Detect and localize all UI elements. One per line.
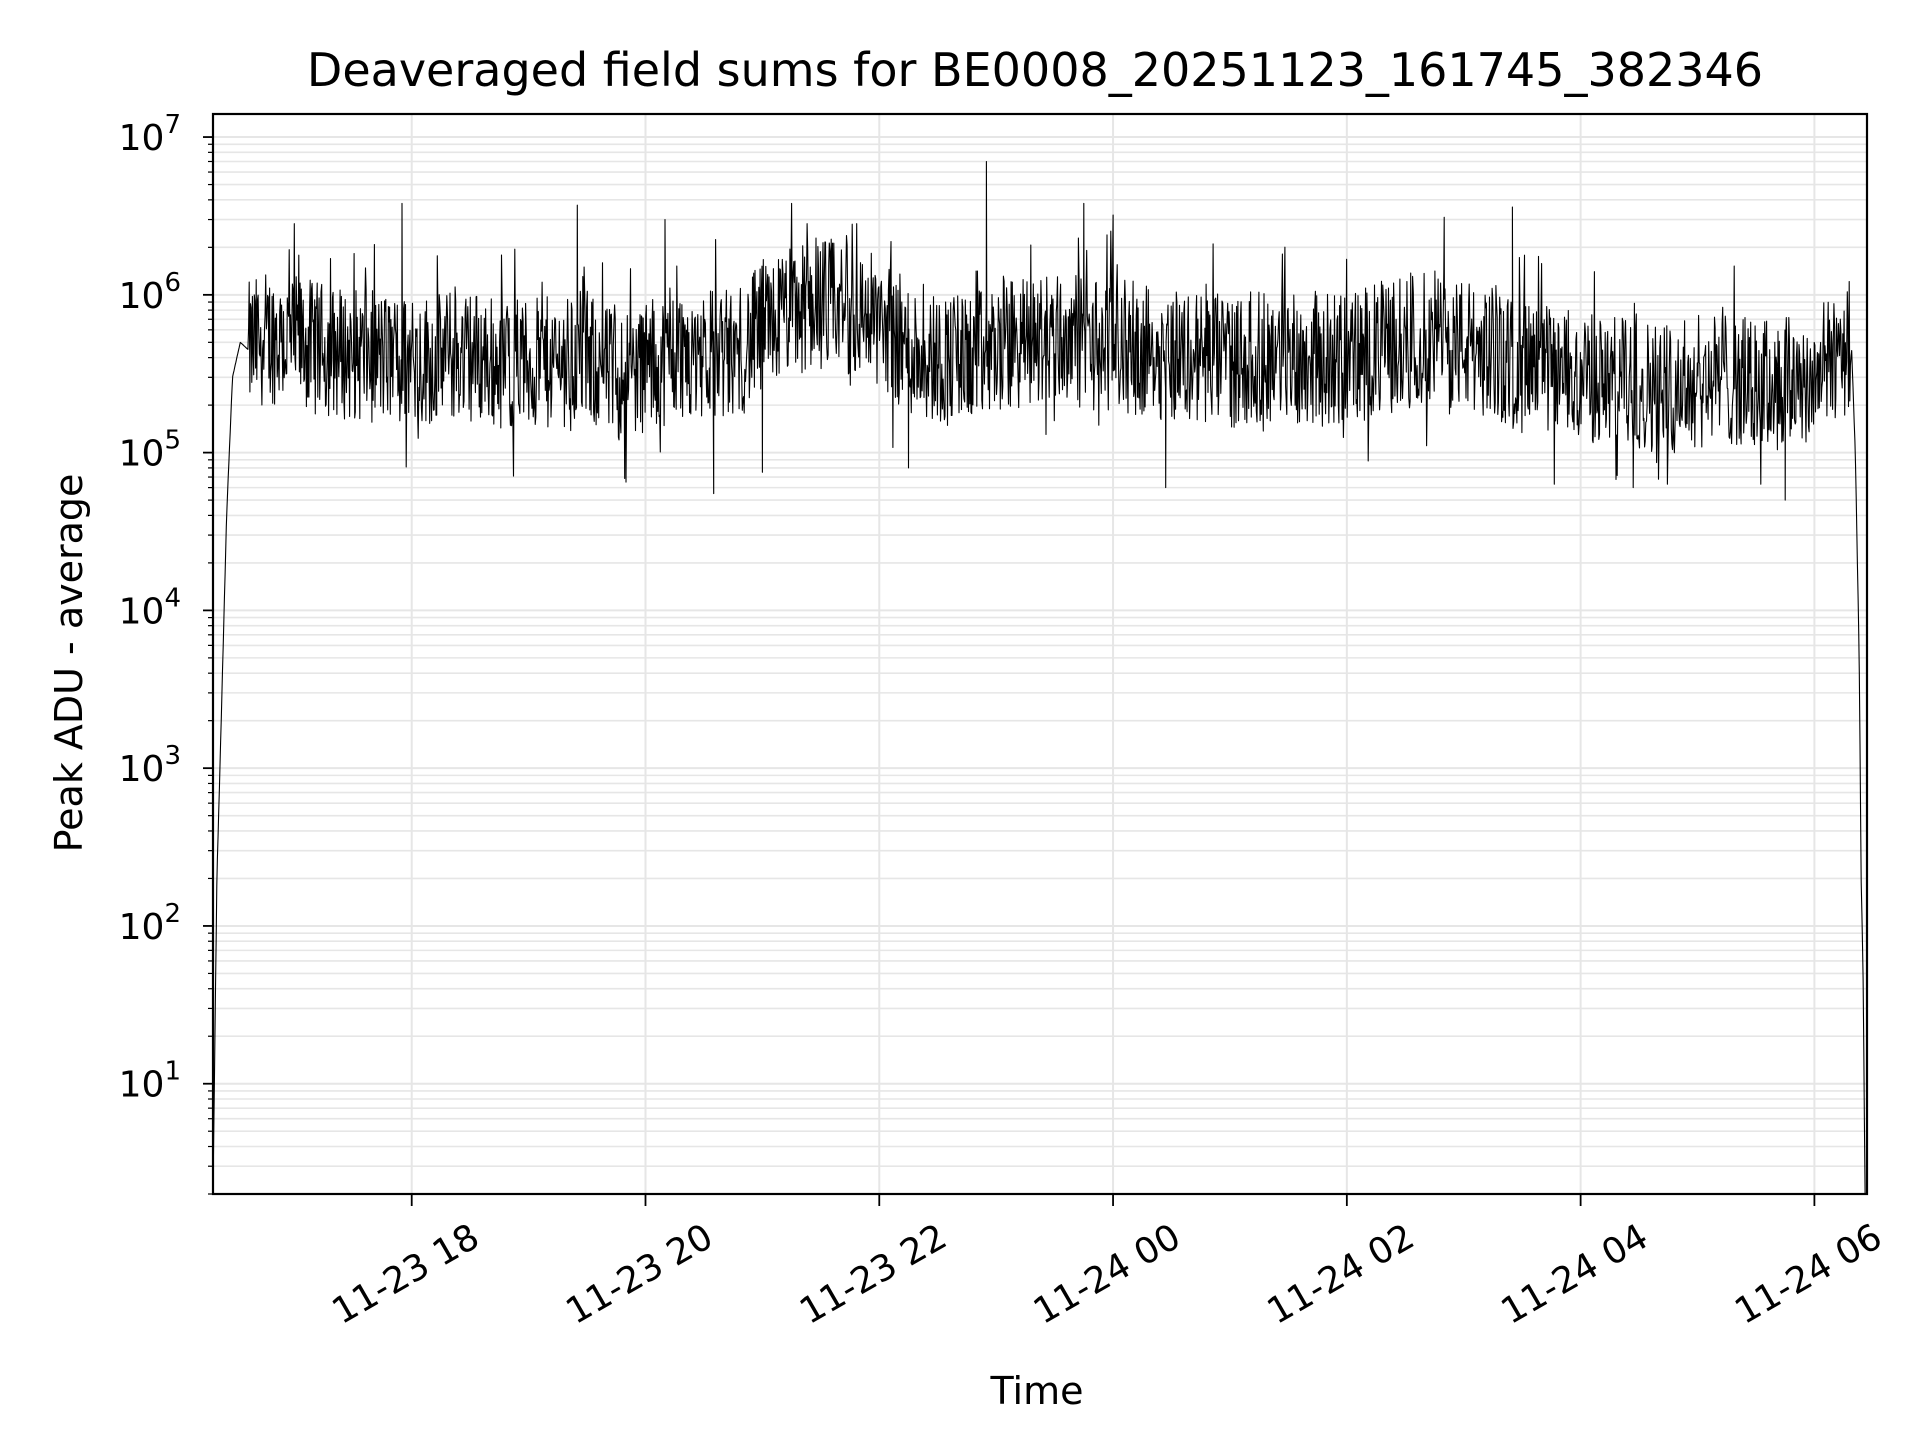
y-tick-label: 105	[119, 426, 181, 475]
y-axis-label: Peak ADU - average	[47, 474, 91, 853]
y-axis: 101 102 103 104 105 106 107	[119, 110, 213, 1195]
y-tick-label: 107	[119, 110, 181, 159]
y-tick-label: 103	[119, 741, 181, 790]
plot-area	[212, 160, 1866, 1195]
y-tick-label: 101	[119, 1057, 181, 1106]
grid	[213, 114, 1867, 1195]
y-tick-label: 102	[119, 899, 181, 948]
y-tick-label: 104	[119, 583, 181, 632]
chart-title: Deaveraged field sums for BE0008_2025112…	[307, 43, 1763, 97]
y-tick-label: 106	[119, 268, 181, 317]
series-line	[212, 160, 1866, 1195]
plot-frame	[211, 112, 1869, 1196]
x-axis-label: Time	[990, 1369, 1084, 1413]
